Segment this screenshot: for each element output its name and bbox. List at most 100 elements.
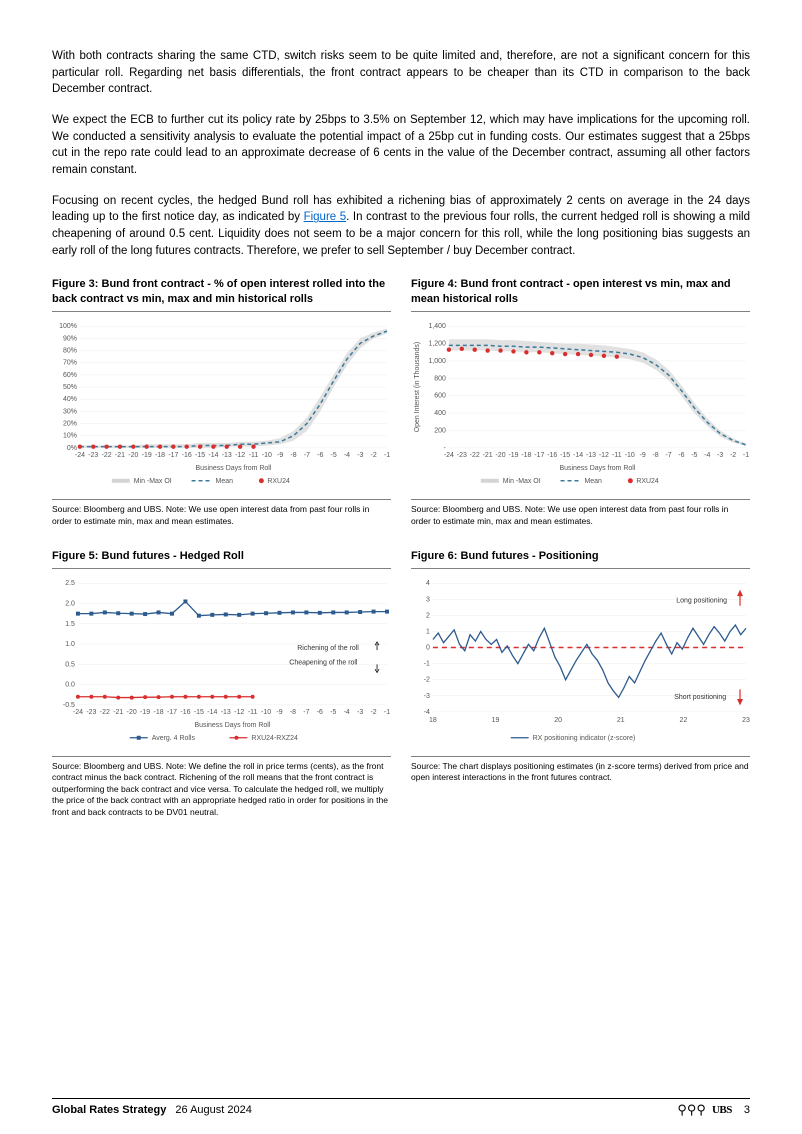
svg-text:90%: 90% [63, 335, 77, 342]
figures-row-1: Figure 3: Bund front contract - % of ope… [52, 277, 750, 527]
svg-text:-18: -18 [154, 709, 164, 716]
svg-text:-1: -1 [384, 452, 390, 459]
svg-text:-12: -12 [235, 452, 245, 459]
svg-text:-6: -6 [317, 709, 323, 716]
svg-text:-15: -15 [560, 452, 570, 459]
svg-text:2.5: 2.5 [65, 580, 75, 587]
svg-text:-3: -3 [357, 709, 363, 716]
svg-text:-11: -11 [249, 452, 259, 459]
svg-text:800: 800 [434, 375, 446, 382]
svg-text:-22: -22 [102, 452, 112, 459]
figure-3: Figure 3: Bund front contract - % of ope… [52, 277, 391, 527]
svg-text:-4: -4 [344, 709, 350, 716]
svg-text:40%: 40% [63, 396, 77, 403]
svg-text:1: 1 [426, 628, 430, 635]
svg-text:60%: 60% [63, 372, 77, 379]
svg-text:-21: -21 [483, 452, 493, 459]
svg-text:200: 200 [434, 428, 446, 435]
footer-title: Global Rates Strategy [52, 1104, 166, 1116]
figures-row-2: Figure 5: Bund futures - Hedged Roll -0.… [52, 549, 750, 818]
footer-date: 26 August 2024 [175, 1104, 251, 1116]
svg-text:Mean: Mean [584, 478, 602, 485]
svg-text:Long positioning: Long positioning [676, 597, 727, 604]
svg-text:-5: -5 [691, 452, 697, 459]
svg-text:1.5: 1.5 [65, 621, 75, 628]
svg-text:RXU24-RXZ24: RXU24-RXZ24 [251, 735, 298, 742]
svg-text:-20: -20 [128, 452, 138, 459]
paragraph-2: We expect the ECB to further cut its pol… [52, 112, 750, 179]
svg-text:-11: -11 [612, 452, 622, 459]
figure-5: Figure 5: Bund futures - Hedged Roll -0.… [52, 549, 391, 818]
svg-text:-16: -16 [547, 452, 557, 459]
svg-text:600: 600 [434, 393, 446, 400]
svg-text:-9: -9 [276, 709, 282, 716]
svg-text:18: 18 [429, 717, 437, 724]
svg-text:-17: -17 [168, 452, 178, 459]
figure-5-title: Figure 5: Bund futures - Hedged Roll [52, 549, 391, 569]
svg-text:-14: -14 [208, 452, 218, 459]
svg-text:-7: -7 [303, 709, 309, 716]
svg-text:-9: -9 [277, 452, 283, 459]
paragraph-3: Focusing on recent cycles, the hedged Bu… [52, 193, 750, 260]
svg-text:-20: -20 [496, 452, 506, 459]
svg-text:-15: -15 [195, 452, 205, 459]
svg-text:-24: -24 [444, 452, 454, 459]
svg-text:-23: -23 [457, 452, 467, 459]
svg-text:1.0: 1.0 [65, 641, 75, 648]
svg-text:-22: -22 [100, 709, 110, 716]
svg-text:30%: 30% [63, 408, 77, 415]
svg-text:-16: -16 [180, 709, 190, 716]
svg-text:-12: -12 [234, 709, 244, 716]
svg-text:-6: -6 [678, 452, 684, 459]
svg-text:-9: -9 [640, 452, 646, 459]
svg-text:-18: -18 [521, 452, 531, 459]
svg-text:80%: 80% [63, 348, 77, 355]
svg-text:-11: -11 [248, 709, 258, 716]
svg-text:-23: -23 [86, 709, 96, 716]
figure-6-title: Figure 6: Bund futures - Positioning [411, 549, 750, 569]
svg-text:2: 2 [426, 612, 430, 619]
figure-5-source: Source: Bloomberg and UBS. Note: We defi… [52, 756, 391, 818]
svg-text:20%: 20% [63, 421, 77, 428]
svg-text:Min -Max OI: Min -Max OI [134, 478, 172, 485]
svg-text:-10: -10 [625, 452, 635, 459]
svg-text:-12: -12 [599, 452, 609, 459]
figure-4-chart: -2004006008001,0001,2001,400Open Interes… [411, 318, 750, 493]
page-footer: Global Rates Strategy 26 August 2024 ⚲⚲⚲… [52, 1098, 750, 1116]
svg-text:-23: -23 [88, 452, 98, 459]
svg-text:-17: -17 [167, 709, 177, 716]
ubs-logo-icon: ⚲⚲⚲ [677, 1103, 706, 1116]
figure-6: Figure 6: Bund futures - Positioning -4-… [411, 549, 750, 818]
svg-text:-3: -3 [424, 693, 430, 700]
svg-text:-2: -2 [424, 677, 430, 684]
svg-text:-4: -4 [704, 452, 710, 459]
svg-text:-19: -19 [142, 452, 152, 459]
figure-4-title: Figure 4: Bund front contract - open int… [411, 277, 750, 312]
svg-text:RX positioning indicator (z-sc: RX positioning indicator (z-score) [533, 735, 636, 742]
svg-text:-21: -21 [113, 709, 123, 716]
svg-text:1,200: 1,200 [428, 341, 446, 348]
svg-text:-14: -14 [207, 709, 217, 716]
svg-text:-19: -19 [508, 452, 518, 459]
svg-text:Cheapening of the roll: Cheapening of the roll [289, 659, 358, 666]
svg-text:19: 19 [492, 717, 500, 724]
svg-text:50%: 50% [63, 384, 77, 391]
svg-text:-18: -18 [155, 452, 165, 459]
svg-text:-24: -24 [75, 452, 85, 459]
svg-text:1,400: 1,400 [428, 323, 446, 330]
figure-5-link[interactable]: Figure 5 [304, 211, 347, 223]
svg-text:-17: -17 [534, 452, 544, 459]
svg-text:Averg. 4 Rolls: Averg. 4 Rolls [152, 735, 196, 742]
svg-text:0%: 0% [67, 445, 77, 452]
svg-text:Open Interest (in Thousands): Open Interest (in Thousands) [414, 342, 421, 433]
svg-text:-: - [444, 445, 447, 452]
svg-text:-1: -1 [384, 709, 390, 716]
svg-text:-14: -14 [573, 452, 583, 459]
svg-text:RXU24: RXU24 [636, 478, 659, 485]
svg-text:Business Days from Roll: Business Days from Roll [196, 465, 272, 472]
svg-text:100%: 100% [59, 323, 77, 330]
svg-text:0: 0 [426, 644, 430, 651]
svg-text:-5: -5 [331, 452, 337, 459]
figure-6-source: Source: The chart displays positioning e… [411, 756, 750, 784]
page-number: 3 [744, 1104, 750, 1116]
